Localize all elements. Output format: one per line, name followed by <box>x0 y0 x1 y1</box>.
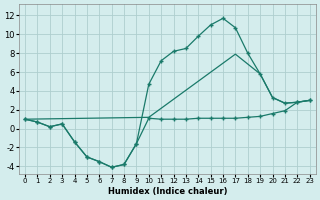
X-axis label: Humidex (Indice chaleur): Humidex (Indice chaleur) <box>108 187 227 196</box>
